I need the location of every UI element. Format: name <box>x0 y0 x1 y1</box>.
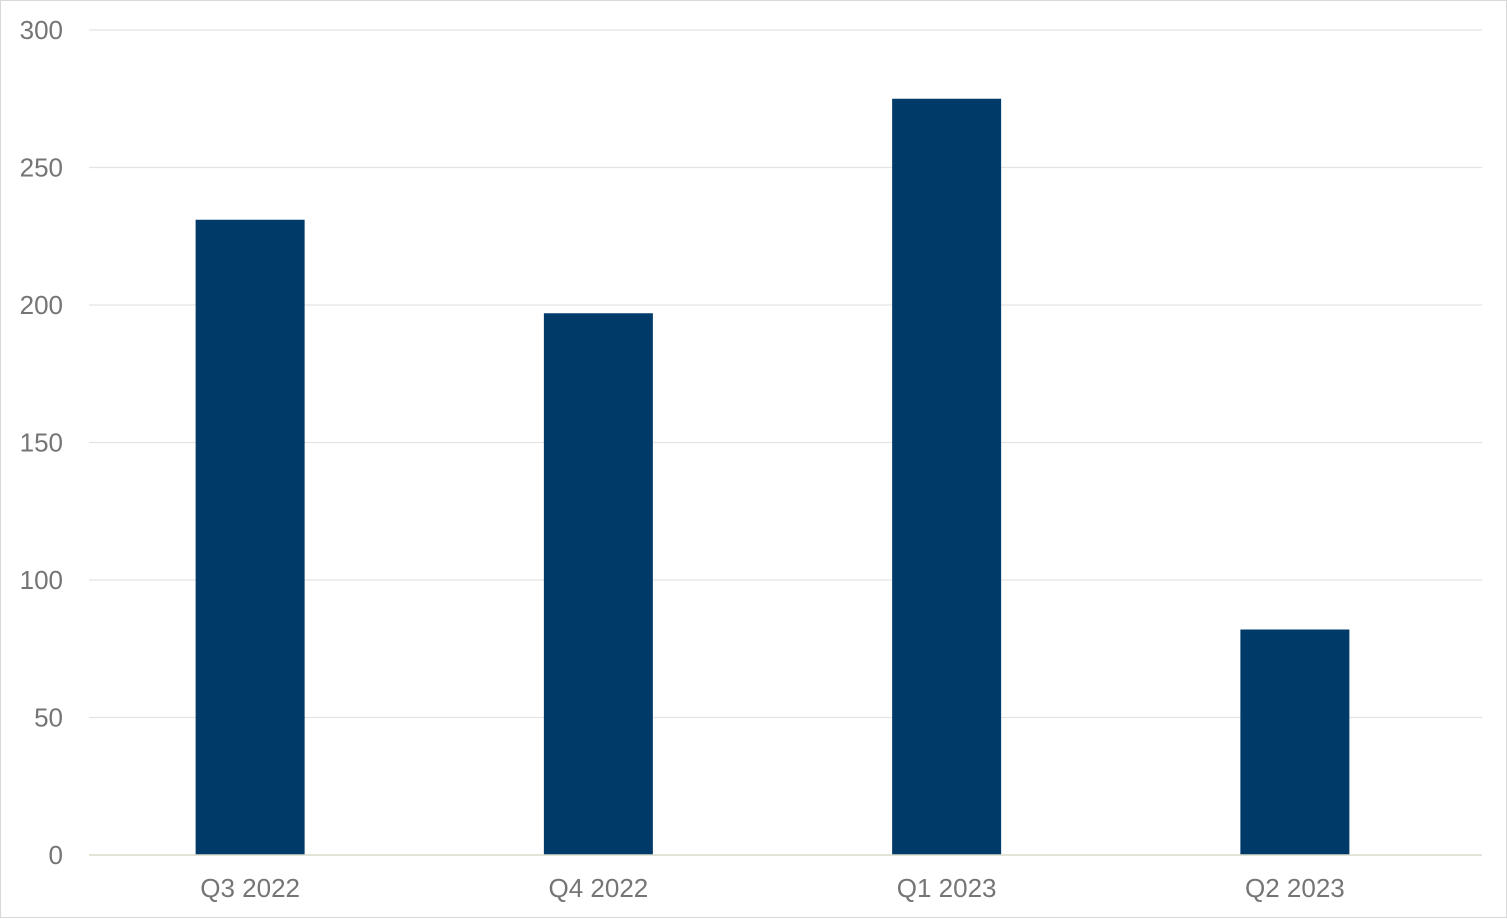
x-tick-label: Q3 2022 <box>200 873 300 903</box>
x-axis-tick-labels: Q3 2022 Q4 2022 Q1 2023 Q2 2023 <box>200 873 1345 903</box>
bar-q2-2023 <box>1240 629 1350 855</box>
bar-q3-2022 <box>195 219 305 855</box>
x-tick-label: Q1 2023 <box>897 873 997 903</box>
y-tick-label: 100 <box>20 565 63 595</box>
x-tick-label: Q4 2022 <box>549 873 649 903</box>
y-tick-label: 50 <box>34 703 63 733</box>
y-tick-label: 250 <box>20 153 63 183</box>
x-tick-label: Q2 2023 <box>1245 873 1345 903</box>
y-tick-label: 150 <box>20 428 63 458</box>
y-tick-label: 200 <box>20 290 63 320</box>
bars <box>195 98 1350 855</box>
bar-q1-2023 <box>892 98 1002 855</box>
y-tick-label: 0 <box>49 840 63 870</box>
bar-q4-2022 <box>543 313 653 855</box>
y-tick-label: 300 <box>20 15 63 45</box>
y-axis-tick-labels: 0 50 100 150 200 250 300 <box>20 15 63 870</box>
